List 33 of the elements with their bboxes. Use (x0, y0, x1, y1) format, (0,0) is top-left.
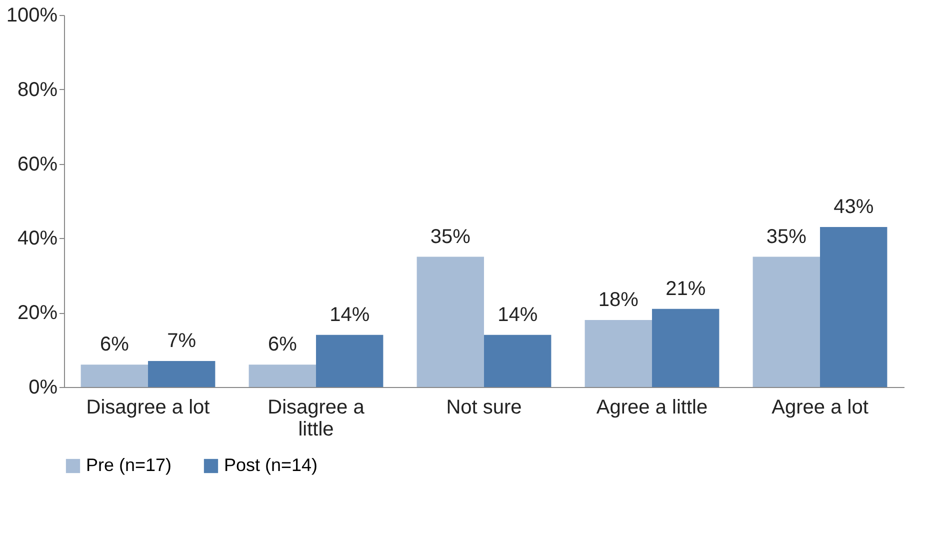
x-tick-label: Agree a lot (772, 396, 869, 418)
data-label: 6% (268, 334, 298, 356)
y-tick-label: 60% (17, 153, 58, 176)
y-tick-label: 20% (17, 302, 58, 324)
x-tick-label: Agree a little (596, 396, 708, 418)
data-label: 43% (834, 196, 874, 218)
bar (316, 334, 384, 387)
data-label: 18% (598, 289, 639, 312)
data-label: 14% (498, 304, 538, 326)
y-tick-label: 80% (17, 78, 58, 101)
x-tick-label: Disagree a lot (86, 396, 210, 418)
data-label: 35% (430, 226, 471, 248)
data-label: 14% (330, 304, 370, 326)
data-label: 21% (666, 278, 706, 300)
bar (248, 364, 316, 387)
bar (752, 256, 820, 387)
bar (148, 360, 216, 387)
data-label: 6% (100, 334, 130, 356)
bar (416, 256, 484, 387)
x-tick-label: Not sure (446, 396, 522, 418)
bar (820, 227, 888, 387)
bar (584, 320, 652, 387)
legend-label: Pre (n=17) (86, 455, 172, 475)
bar (652, 308, 720, 387)
y-tick-label: 0% (28, 376, 58, 398)
data-label: 7% (167, 330, 196, 352)
bar (80, 364, 148, 387)
bar (484, 334, 552, 387)
y-tick-label: 100% (6, 4, 58, 26)
data-label: 35% (766, 226, 807, 248)
x-tick-label: Disagree a little (268, 396, 366, 440)
legend-label: Post (n=14) (224, 455, 318, 475)
y-tick-label: 40% (17, 228, 58, 250)
